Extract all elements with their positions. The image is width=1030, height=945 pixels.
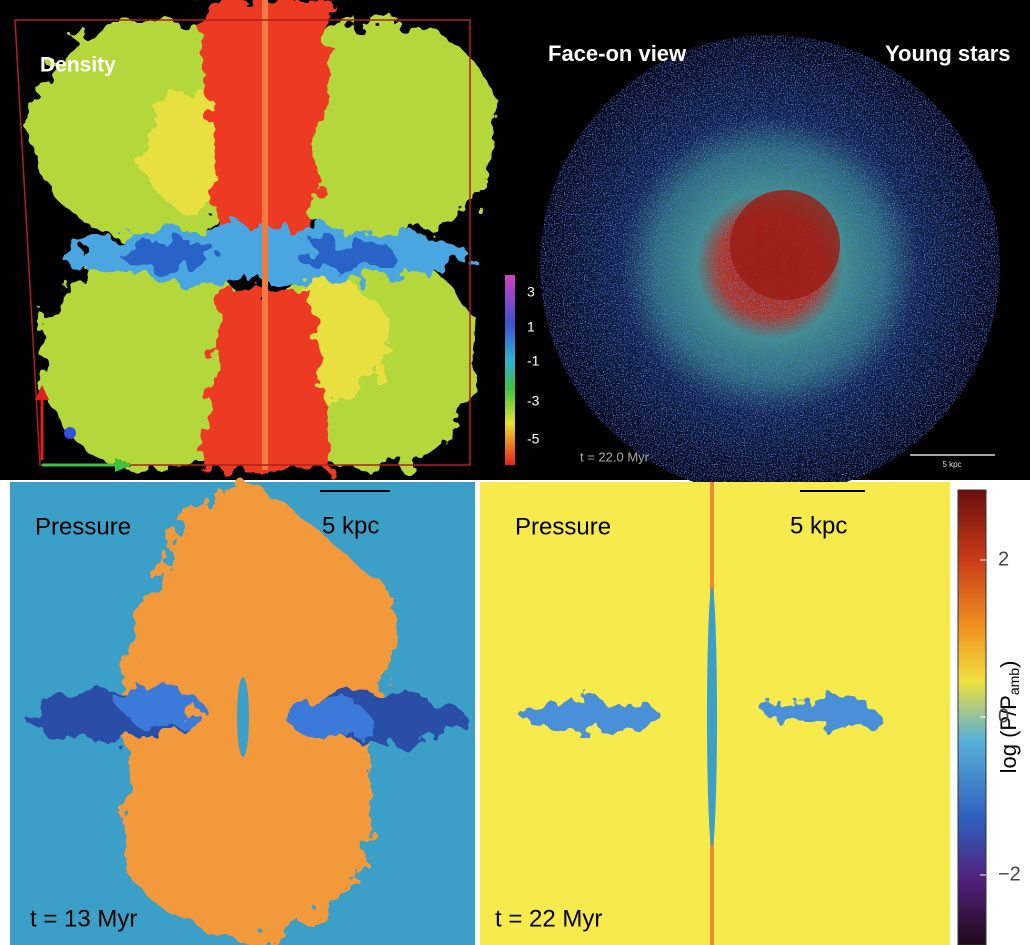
- panel-subtitle: Young stars: [885, 41, 1011, 66]
- panel-title: Density: [40, 54, 116, 77]
- colorbar-tick-label: −2: [998, 863, 1021, 885]
- density-colorbar: [505, 275, 515, 465]
- panel-title: Face-on view: [548, 41, 687, 66]
- colorbar-tick-label: 0: [998, 705, 1009, 727]
- colorbar-tick-label: -1: [527, 353, 540, 369]
- label-close: ): [996, 661, 1021, 668]
- colorbar-tick-label: 3: [527, 284, 535, 300]
- colorbar-tick-label: 2: [998, 548, 1009, 570]
- scale-label: 5 kpc: [322, 512, 379, 539]
- figure: Density Face-on view Young stars t = 22.…: [0, 0, 1030, 945]
- time-label: t = 22.0 Myr: [580, 449, 650, 464]
- panel-title: Pressure: [515, 513, 611, 540]
- colorbar-tick-label: -3: [527, 393, 540, 409]
- time-label: t = 22 Myr: [495, 905, 602, 932]
- colorbar-tick-label: 1: [527, 319, 535, 335]
- panel-title: Pressure: [35, 513, 131, 540]
- scale-label: 5 kpc: [942, 460, 961, 469]
- scale-label: 5 kpc: [790, 512, 847, 539]
- pressure-panel-left: Pressure 5 kpc t = 13 Myr: [10, 482, 475, 945]
- label-sub: amb: [1006, 668, 1022, 695]
- time-label: t = 13 Myr: [30, 905, 137, 932]
- pressure-panel-right: Pressure 5 kpc t = 22 Myr: [480, 482, 950, 945]
- colorbar-tick-label: -5: [527, 431, 540, 447]
